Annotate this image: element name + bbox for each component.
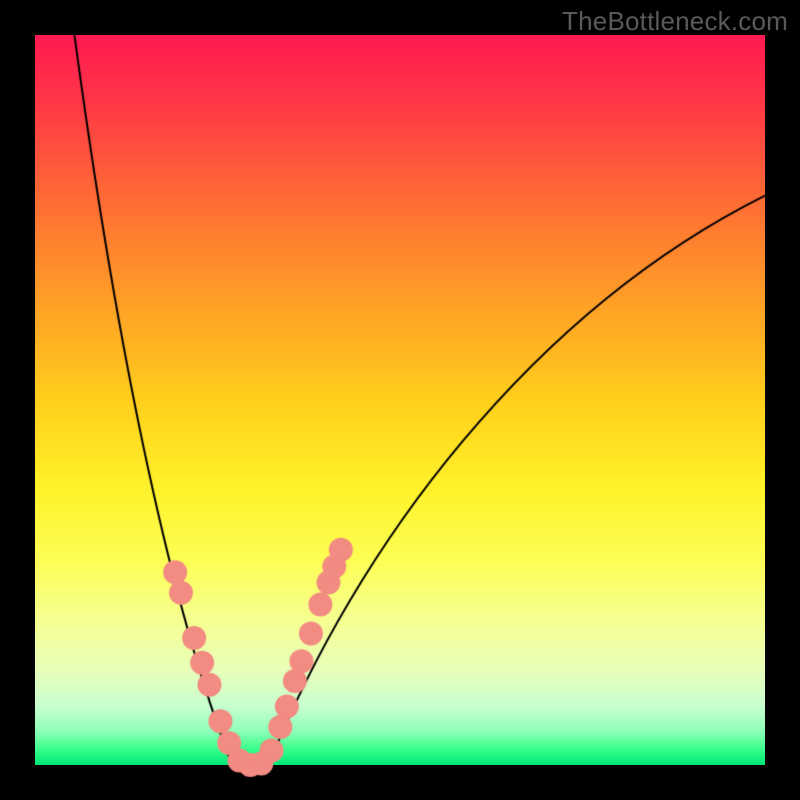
figure-root: TheBottleneck.com [0, 0, 800, 800]
gradient-background [35, 35, 765, 765]
watermark-text: TheBottleneck.com [562, 6, 788, 37]
